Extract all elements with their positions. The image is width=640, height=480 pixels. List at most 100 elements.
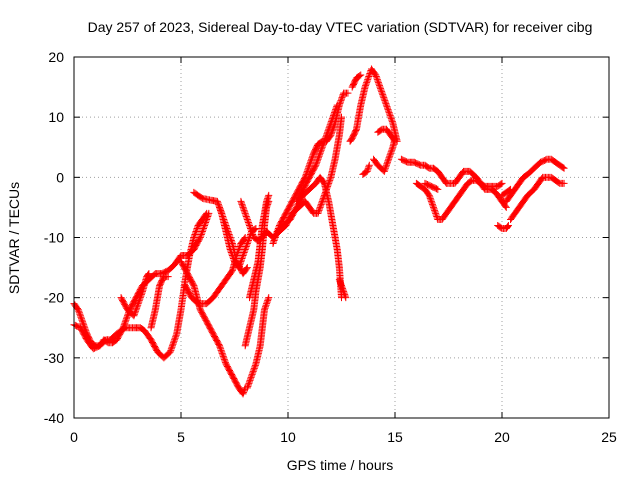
data-point: [336, 277, 344, 285]
data-point: [245, 235, 253, 243]
data-point: [242, 243, 250, 251]
data-point: [382, 100, 390, 108]
data-point: [342, 294, 350, 302]
data-point: [75, 307, 83, 315]
data-point: [330, 110, 338, 118]
x-tick-label: 20: [494, 429, 510, 445]
data-point: [216, 205, 224, 213]
data-point: [426, 194, 434, 202]
data-point: [226, 232, 234, 240]
data-point: [221, 358, 229, 366]
series-arc-28: [507, 173, 568, 223]
data-point: [243, 241, 251, 249]
data-point: [372, 71, 380, 79]
data-point: [317, 202, 325, 210]
data-point: [245, 379, 253, 387]
data-point: [357, 71, 365, 79]
data-point: [306, 158, 314, 166]
data-point: [373, 74, 381, 82]
data-point: [380, 95, 388, 103]
data-point: [425, 191, 433, 199]
data-point: [243, 264, 251, 272]
data-point: [213, 197, 221, 205]
data-point: [433, 185, 441, 193]
data-point: [429, 202, 437, 210]
data-point: [380, 167, 388, 175]
data-point: [240, 249, 248, 257]
data-point: [171, 336, 179, 344]
data-point: [170, 337, 178, 345]
data-point: [122, 316, 130, 324]
data-point: [303, 169, 311, 177]
data-point: [220, 354, 228, 362]
data-point: [242, 244, 250, 252]
data-point: [263, 298, 271, 306]
series-arc-19: [348, 71, 365, 91]
data-point: [365, 71, 373, 79]
data-point: [133, 303, 141, 311]
data-point: [264, 193, 272, 201]
y-tick-label: 20: [48, 49, 64, 65]
data-point: [170, 339, 178, 347]
data-point: [312, 160, 320, 168]
data-point: [201, 220, 209, 228]
data-point: [135, 298, 143, 306]
data-point: [313, 157, 321, 165]
data-point: [272, 232, 280, 240]
data-point: [245, 221, 253, 229]
data-point: [244, 238, 252, 246]
data-point: [217, 346, 225, 354]
data-point: [240, 206, 248, 214]
data-point: [384, 104, 392, 112]
data-point: [363, 79, 371, 87]
data-point: [218, 209, 226, 217]
data-point: [314, 154, 322, 162]
data-point: [215, 340, 223, 348]
x-tick-label: 25: [601, 429, 617, 445]
data-point: [303, 167, 311, 175]
data-point: [375, 82, 383, 90]
data-point: [379, 91, 387, 99]
data-point: [317, 200, 325, 208]
data-point: [317, 146, 325, 154]
data-point: [145, 270, 153, 278]
data-point: [308, 154, 316, 162]
data-point: [364, 76, 372, 84]
data-point: [246, 376, 254, 384]
data-point: [323, 130, 331, 138]
y-tick-label: 10: [48, 109, 64, 125]
data-point: [216, 203, 224, 211]
data-point: [385, 154, 393, 162]
data-point: [224, 227, 232, 235]
data-point: [121, 318, 129, 326]
y-tick-label: -40: [44, 410, 64, 426]
data-point: [244, 381, 252, 389]
data-point: [166, 348, 174, 356]
data-point: [270, 237, 278, 245]
data-point: [218, 349, 226, 357]
data-point: [304, 166, 312, 174]
data-point: [263, 196, 271, 204]
data-point: [74, 306, 82, 314]
data-point: [196, 235, 204, 243]
data-point: [383, 160, 391, 168]
data-point: [305, 163, 313, 171]
data-point: [172, 331, 180, 339]
data-point: [271, 234, 279, 241]
data-point: [365, 73, 373, 81]
data-point: [261, 304, 269, 312]
data-point: [338, 95, 345, 103]
data-point: [227, 235, 235, 243]
data-point: [171, 334, 179, 342]
data-point: [338, 282, 345, 290]
data-point: [431, 208, 439, 216]
x-axis-label: GPS time / hours: [287, 457, 394, 473]
data-point: [381, 97, 389, 105]
data-point: [339, 285, 347, 293]
data-point: [384, 158, 392, 166]
data-point: [333, 103, 341, 111]
data-point: [434, 185, 442, 193]
data-point: [320, 137, 328, 145]
data-point: [239, 390, 247, 398]
data-point: [505, 186, 513, 194]
